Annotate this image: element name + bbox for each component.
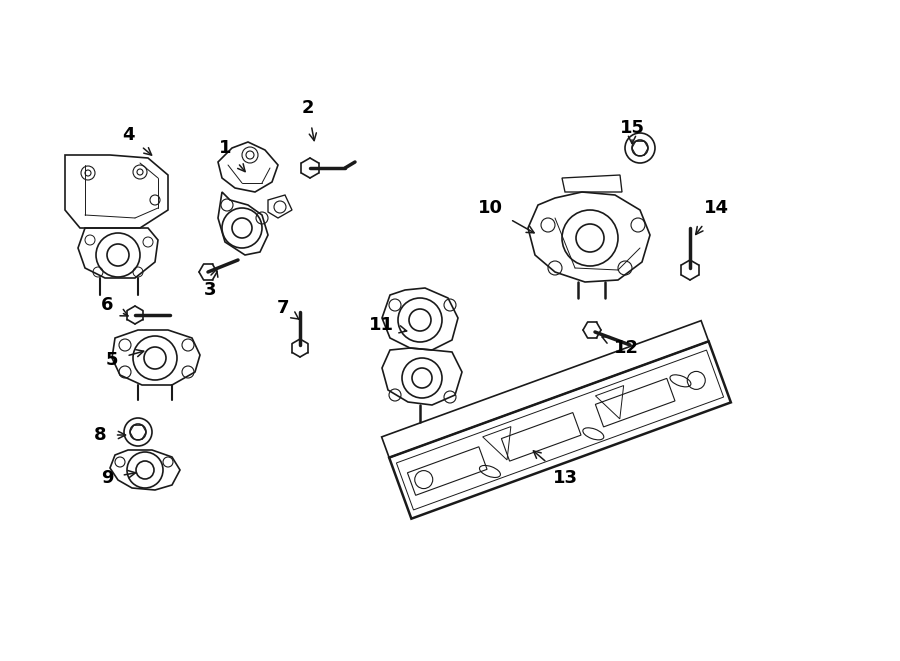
Text: 11: 11 xyxy=(368,316,407,334)
Text: 3: 3 xyxy=(203,269,218,299)
Text: 5: 5 xyxy=(106,350,144,369)
Text: 6: 6 xyxy=(101,296,128,316)
Text: 13: 13 xyxy=(534,451,578,487)
Text: 14: 14 xyxy=(696,199,728,235)
Text: 15: 15 xyxy=(619,119,644,143)
Text: 12: 12 xyxy=(602,336,638,357)
Text: 10: 10 xyxy=(478,199,534,233)
Text: 7: 7 xyxy=(277,299,299,319)
Text: 2: 2 xyxy=(302,99,317,141)
Text: 1: 1 xyxy=(219,139,245,172)
Text: 9: 9 xyxy=(101,469,136,487)
Text: 4: 4 xyxy=(122,126,151,155)
Text: 8: 8 xyxy=(94,426,125,444)
